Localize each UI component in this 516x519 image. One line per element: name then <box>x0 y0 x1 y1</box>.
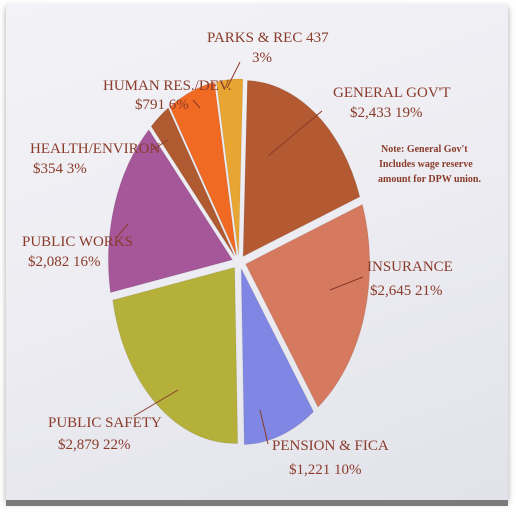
label-general-govt-value: $2,433 19% <box>350 105 423 121</box>
label-pension-name: PENSION & FICA <box>272 438 389 454</box>
pie-slice-general-gov-t <box>242 79 361 258</box>
label-general-govt-name: GENERAL GOV'T <box>333 85 451 101</box>
note-line-2: Includes wage reserve <box>379 159 473 170</box>
label-parks-percent: 3% <box>252 50 272 66</box>
pie-slice-health-environ <box>150 107 236 257</box>
label-pension-value: $1,221 10% <box>289 462 362 478</box>
pie-slice-public-safety <box>112 266 239 444</box>
pie-slice-pension-fica <box>240 268 315 446</box>
pie-slices <box>107 78 371 446</box>
pie-slice-human-res-dev <box>169 81 237 256</box>
leader-line-parks <box>226 61 241 89</box>
leader-line-public-works <box>115 223 129 239</box>
pie-slice-public-works <box>107 128 234 294</box>
label-human-res-value: $791 6% <box>135 97 189 113</box>
pie-slice-parks-rec <box>215 78 244 256</box>
label-public-works-name: PUBLIC WORKS <box>22 234 133 250</box>
label-parks-name: PARKS & REC 437 <box>207 30 329 46</box>
label-human-res-name: HUMAN RES./DEV. <box>103 78 232 94</box>
leader-line-health <box>151 139 169 151</box>
leader-line-human-res <box>192 99 201 109</box>
leader-line-pension <box>259 409 269 445</box>
label-insurance-name: INSURANCE <box>367 259 453 275</box>
screen-bottom-edge <box>6 500 508 506</box>
leader-line-general-govt <box>267 110 323 157</box>
leader-line-insurance <box>329 276 364 291</box>
note-line-1: Note: General Gov't <box>381 144 468 155</box>
label-health-value: $354 3% <box>33 161 87 177</box>
label-public-works-value: $2,082 16% <box>28 254 101 270</box>
label-health-name: HEALTH/ENVIRON <box>30 141 160 157</box>
label-public-safety-name: PUBLIC SAFETY <box>48 415 162 431</box>
label-public-safety-value: $2,879 22% <box>58 437 131 453</box>
leader-line-public-safety <box>133 389 179 417</box>
note-line-3: amount for DPW union. <box>378 174 481 185</box>
label-insurance-value: $2,645 21% <box>370 283 443 299</box>
pie-slice-insurance <box>245 203 371 408</box>
